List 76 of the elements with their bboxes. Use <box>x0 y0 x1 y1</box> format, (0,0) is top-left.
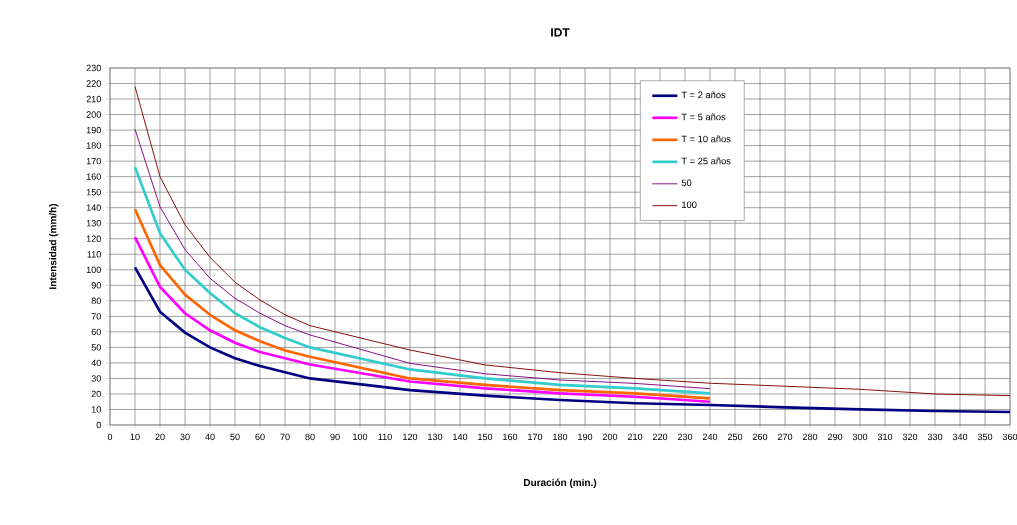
line-series <box>133 166 712 395</box>
y-tick-label: 210 <box>86 95 101 103</box>
legend-label: T = 25 años <box>681 157 731 165</box>
y-tick-label: 100 <box>86 266 101 273</box>
x-tick-label: 260 <box>752 433 768 441</box>
x-tick-label: 360 <box>1002 433 1017 441</box>
y-tick-label: 200 <box>86 111 101 118</box>
y-tick-label: 50 <box>91 344 101 351</box>
y-tick-label: 60 <box>91 328 101 336</box>
y-tick-label: 90 <box>91 282 101 289</box>
x-tick-label: 30 <box>180 433 190 441</box>
x-tick-label: 170 <box>528 433 543 441</box>
y-tick-label: 140 <box>86 204 101 211</box>
line-series <box>133 265 1012 414</box>
x-tick-label: 40 <box>205 433 215 441</box>
y-tick-label: 130 <box>86 220 101 227</box>
x-tick-label: 20 <box>155 433 165 441</box>
y-tick-label: 220 <box>86 80 101 87</box>
y-axis-title: Intensidad (mm/h) <box>49 203 59 289</box>
x-tick-label: 50 <box>230 433 240 441</box>
line-series <box>133 207 712 400</box>
line-series <box>134 86 1011 397</box>
x-tick-label: 110 <box>378 433 392 441</box>
x-tick-label: 220 <box>652 433 668 441</box>
y-tick-label: 0 <box>96 421 101 429</box>
legend-label: T = 5 años <box>681 113 726 121</box>
x-tick-label: 210 <box>627 433 643 441</box>
x-tick-label: 200 <box>602 433 618 441</box>
legend-label: 100 <box>682 201 697 208</box>
legend-label: T = 2 años <box>681 91 726 99</box>
x-tick-label: 320 <box>902 433 918 441</box>
y-tick-label: 20 <box>91 390 101 398</box>
x-tick-label: 60 <box>255 433 265 441</box>
chart-title: IDT <box>551 28 570 37</box>
x-tick-label: 140 <box>453 433 468 441</box>
x-tick-label: 350 <box>977 433 993 441</box>
x-tick-label: 290 <box>827 433 843 441</box>
x-tick-label: 180 <box>553 433 568 441</box>
x-tick-label: 330 <box>927 433 943 441</box>
x-tick-label: 150 <box>478 433 493 441</box>
legend-label: 50 <box>681 179 692 187</box>
line-series <box>134 128 711 390</box>
y-tick-label: 170 <box>86 157 101 165</box>
x-tick-label: 190 <box>578 433 593 441</box>
legend-label: T = 10 años <box>681 135 731 143</box>
y-tick-label: 190 <box>86 126 101 134</box>
y-tick-label: 150 <box>86 188 101 196</box>
y-tick-label: 180 <box>86 142 101 149</box>
y-tick-label: 120 <box>86 235 101 242</box>
x-tick-label: 80 <box>305 433 315 441</box>
x-tick-label: 280 <box>802 433 818 441</box>
x-tick-label: 270 <box>777 433 793 441</box>
x-tick-label: 340 <box>952 433 968 441</box>
x-tick-label: 240 <box>702 433 718 441</box>
y-tick-label: 40 <box>91 359 101 367</box>
y-tick-label: 80 <box>91 297 101 305</box>
x-tick-label: 100 <box>353 433 368 441</box>
x-tick-label: 160 <box>503 433 518 441</box>
x-tick-label: 250 <box>727 433 743 441</box>
y-tick-label: 70 <box>91 313 101 320</box>
x-axis-title: Duración (min.) <box>524 478 597 489</box>
x-tick-label: 230 <box>677 433 693 441</box>
y-tick-label: 30 <box>91 375 101 382</box>
line-series <box>133 235 712 404</box>
x-tick-label: 300 <box>852 433 868 441</box>
y-tick-label: 10 <box>91 406 101 413</box>
y-tick-label: 110 <box>87 251 101 258</box>
x-tick-label: 120 <box>403 433 418 441</box>
y-tick-label: 230 <box>86 64 101 72</box>
x-tick-label: 130 <box>428 433 443 441</box>
x-tick-label: 70 <box>280 433 290 441</box>
y-tick-label: 160 <box>86 173 101 180</box>
x-tick-label: 310 <box>877 433 893 441</box>
x-tick-label: 90 <box>330 433 340 441</box>
x-tick-label: 10 <box>130 433 140 441</box>
x-tick-label: 0 <box>107 433 113 441</box>
